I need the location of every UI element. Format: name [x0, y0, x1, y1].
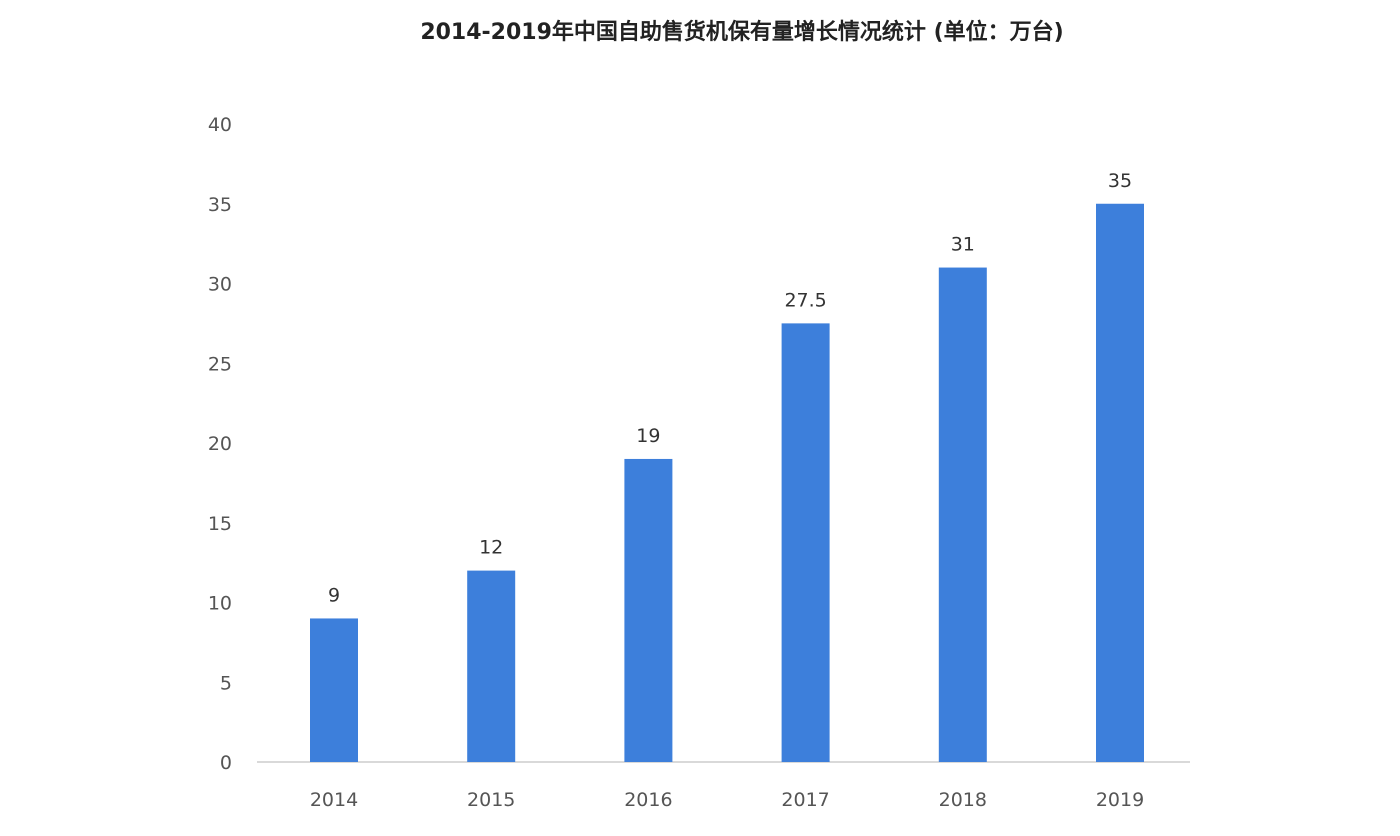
x-tick-label: 2016 — [624, 789, 672, 811]
bar-2018 — [938, 267, 987, 762]
data-label: 35 — [1108, 170, 1132, 192]
y-tick-label: 20 — [208, 433, 232, 455]
bar-2019 — [1096, 203, 1144, 762]
x-tick-label: 2017 — [781, 789, 829, 811]
y-tick-label: 25 — [208, 353, 232, 375]
x-tick-label: 2019 — [1096, 789, 1144, 811]
y-tick-label: 0 — [220, 752, 232, 774]
bar-2016 — [624, 458, 673, 762]
bar-2015 — [467, 570, 516, 762]
y-tick-label: 10 — [208, 593, 232, 615]
chart-title: 2014-2019年中国自助售货机保有量增长情况统计 (单位：万台) — [420, 20, 1064, 45]
y-tick-label: 40 — [208, 114, 232, 136]
data-label: 27.5 — [784, 289, 826, 311]
x-tick-label: 2014 — [310, 789, 358, 811]
data-label: 12 — [479, 537, 503, 559]
data-label: 19 — [636, 425, 660, 447]
y-tick-label: 5 — [220, 672, 232, 694]
y-tick-label: 15 — [208, 513, 232, 535]
x-tick-label: 2015 — [467, 789, 515, 811]
y-tick-label: 30 — [208, 274, 232, 296]
data-label: 31 — [951, 234, 975, 256]
data-label: 9 — [328, 584, 340, 606]
bar-2017 — [781, 323, 830, 762]
x-tick-label: 2018 — [939, 789, 987, 811]
y-tick-label: 35 — [208, 194, 232, 216]
bar-2014 — [310, 618, 358, 762]
